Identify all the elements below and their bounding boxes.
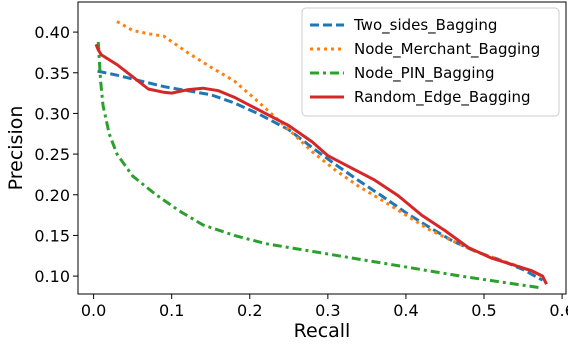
legend-label-two-sides-bagging: Two_sides_Bagging (353, 16, 497, 35)
legend-label-random-edge-bagging: Random_Edge_Bagging (354, 88, 531, 107)
x-tick-label: 0.3 (315, 301, 340, 320)
legend-label-node-merchant-bagging: Node_Merchant_Bagging (354, 40, 540, 59)
x-tick-label: 0.6 (549, 301, 568, 320)
legend-label-node-pin-bagging: Node_PIN_Bagging (354, 64, 495, 83)
ticks-layer: 0.0 0.1 0.2 0.3 0.4 0.5 0.6 0.10 0.15 0.20 0.25 0.3… (34, 23, 568, 320)
x-tick-label: 0.2 (237, 301, 262, 320)
y-tick-label: 0.40 (34, 23, 70, 42)
y-axis-label: Precision (5, 106, 27, 191)
series-line-random-edge-bagging (94, 43, 548, 285)
y-tick-label: 0.10 (34, 267, 70, 286)
x-axis-label: Recall (294, 320, 351, 342)
series-line-node-merchant-bagging (116, 20, 544, 278)
y-tick-label: 0.30 (34, 104, 70, 123)
x-tick-label: 0.4 (393, 301, 418, 320)
legend: Two_sides_Bagging Node_Merchant_Bagging No… (301, 7, 560, 117)
series-layer (94, 20, 548, 289)
y-tick-label: 0.25 (34, 145, 70, 164)
y-tick-label: 0.15 (34, 226, 70, 245)
y-tick-label: 0.20 (34, 186, 70, 205)
x-tick-label: 0.5 (471, 301, 496, 320)
y-tick-label: 0.35 (34, 64, 70, 83)
legend-box (301, 7, 560, 117)
plot-frame (77, 1, 567, 295)
x-tick-label: 0.1 (159, 301, 184, 320)
series-line-node-pin-bagging (96, 41, 539, 289)
x-tick-label: 0.0 (81, 301, 106, 320)
